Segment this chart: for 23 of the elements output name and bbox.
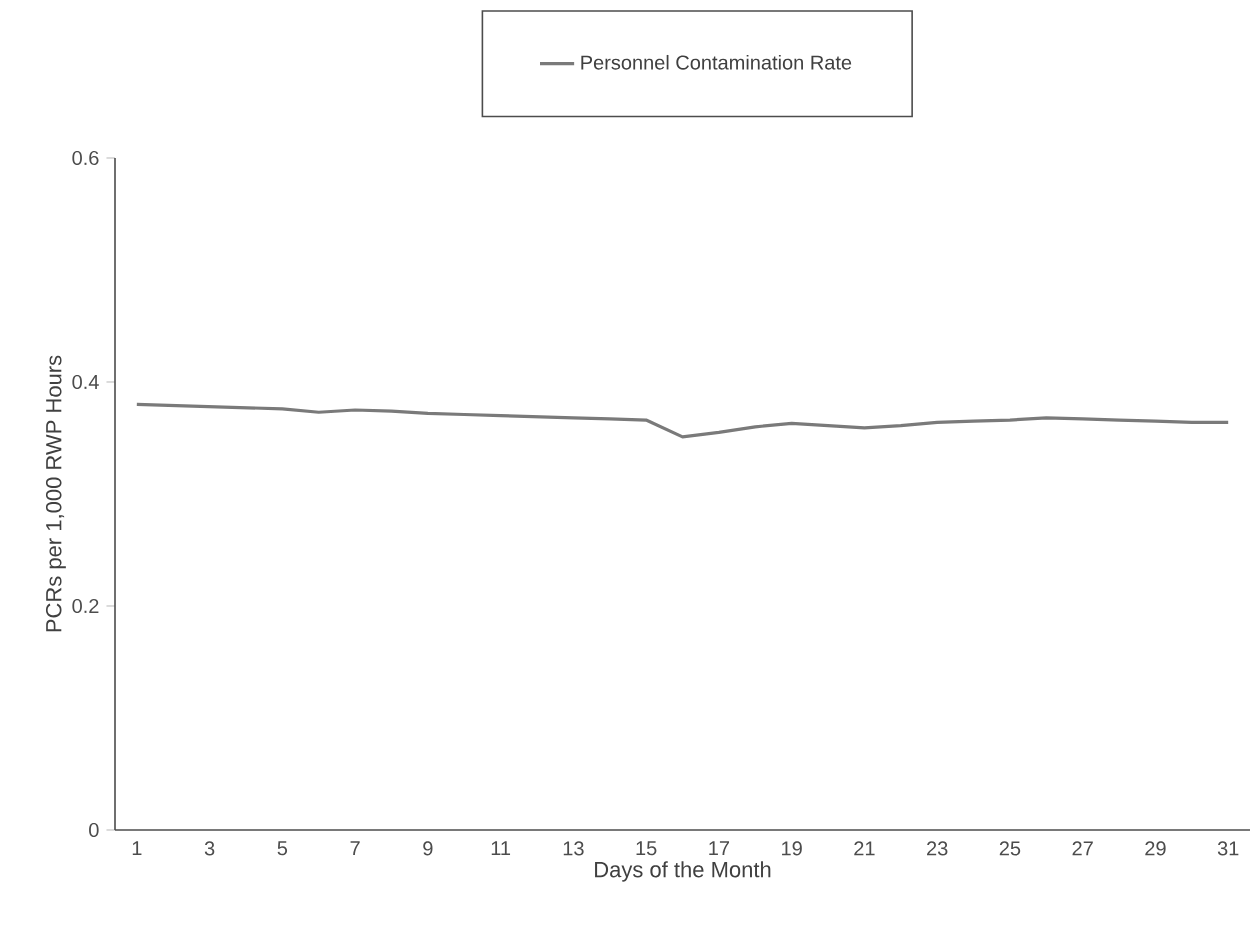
- x-tick-label: 29: [1145, 841, 1166, 856]
- x-tick-label: 31: [1217, 841, 1239, 856]
- x-tick-label: 7: [350, 841, 360, 856]
- x-axis-title: Days of the Month: [595, 861, 771, 882]
- x-tick-label: 3: [204, 841, 215, 856]
- x-tick-label: 17: [709, 841, 730, 856]
- x-tick-label: 23: [927, 841, 948, 856]
- y-tick-label: 0.4: [72, 374, 99, 390]
- x-tick-label: 27: [1072, 841, 1093, 856]
- y-tick-label: 0.6: [72, 150, 99, 166]
- y-tick-label: 0.2: [72, 598, 99, 614]
- x-tick-label: 21: [854, 841, 875, 856]
- x-tick-label: 5: [277, 841, 288, 856]
- x-tick-label: 11: [491, 841, 511, 856]
- x-tick-label: 1: [132, 841, 142, 856]
- x-tick-label: 19: [782, 841, 802, 856]
- y-axis-title: PCRs per 1,000 RWP Hours: [45, 355, 66, 632]
- legend-label: Personnel Contamination Rate: [581, 54, 852, 70]
- x-tick-label: 9: [423, 841, 433, 856]
- x-tick-label: 25: [999, 841, 1021, 856]
- x-tick-label: 15: [636, 841, 657, 856]
- y-tick-label: 0: [89, 822, 99, 838]
- x-tick-label: 13: [563, 841, 584, 856]
